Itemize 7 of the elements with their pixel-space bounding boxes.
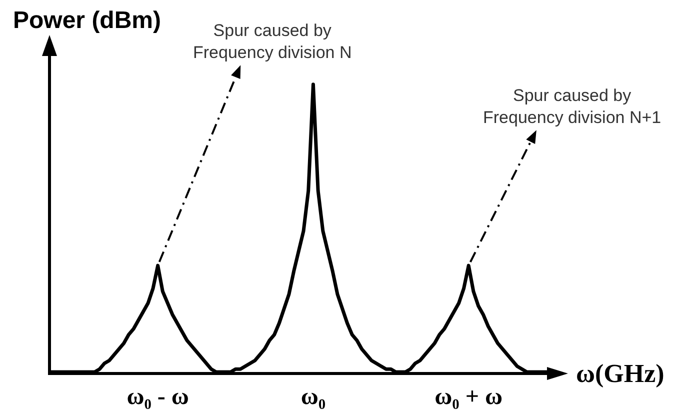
x-axis-title: ω(GHz) — [576, 359, 664, 388]
annotation: Spur caused by Frequency division N — [193, 21, 352, 62]
annotation: Spur caused by Frequency division N+1 — [483, 86, 662, 128]
y-axis-title: Power (dBm) — [13, 7, 162, 34]
x-tick-label: ω₀ — [300, 384, 326, 410]
x-tick-label: ω₀ + ω — [434, 384, 503, 410]
x-tick-label: ω₀ - ω — [126, 384, 189, 410]
